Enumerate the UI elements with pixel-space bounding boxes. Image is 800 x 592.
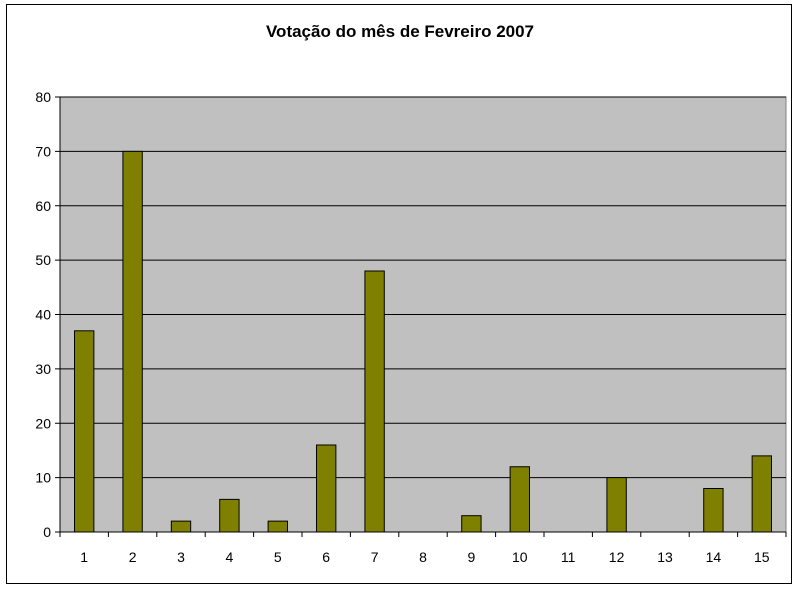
gridlines [60,96,786,479]
y-tick-label: 30 [35,361,51,377]
x-tick-label: 12 [609,549,625,565]
x-tick-labels: 1 2 3 4 5 6 7 8 9 10 11 12 13 14 15 [80,549,769,565]
y-tick-label: 40 [35,307,51,323]
chart-title: Votação do mês de Fevreiro 2007 [265,22,535,41]
x-tick-label: 14 [706,549,722,565]
x-tick-label: 10 [512,549,528,565]
x-tick-label: 15 [754,549,770,565]
y-tick-label: 50 [35,252,51,268]
bars [74,150,772,533]
bar-7 [364,270,385,533]
x-tick-label: 6 [322,549,330,565]
y-tick-label: 20 [35,415,51,431]
bar-4 [219,498,240,533]
bar-5 [267,520,288,533]
x-tick-label: 5 [274,549,282,565]
x-tick-label: 2 [129,549,137,565]
bar-14 [703,488,724,533]
x-tick-label: 11 [561,549,576,565]
x-tick-label: 3 [177,549,185,565]
y-tick-label: 0 [43,524,51,540]
bar-15 [751,455,772,533]
bar-9 [461,515,482,533]
y-tick-labels: 0 10 20 30 40 50 60 70 80 [35,89,51,540]
x-tick-label: 13 [657,549,673,565]
y-tick-label: 80 [35,89,51,105]
y-tick-label: 60 [35,198,51,214]
bar-1 [74,330,95,533]
y-tick-label: 10 [35,470,51,486]
bar-12 [606,477,627,533]
bar-6 [316,444,337,533]
bar-10 [509,466,530,533]
x-tick-label: 9 [468,549,476,565]
x-tick-label: 4 [226,549,234,565]
y-tick-label: 70 [35,143,51,159]
bar-2 [122,150,143,533]
x-tick-label: 8 [419,549,427,565]
x-tick-label: 7 [371,549,379,565]
axes [55,96,787,537]
bar-3 [170,520,192,533]
x-tick-label: 1 [80,549,88,565]
